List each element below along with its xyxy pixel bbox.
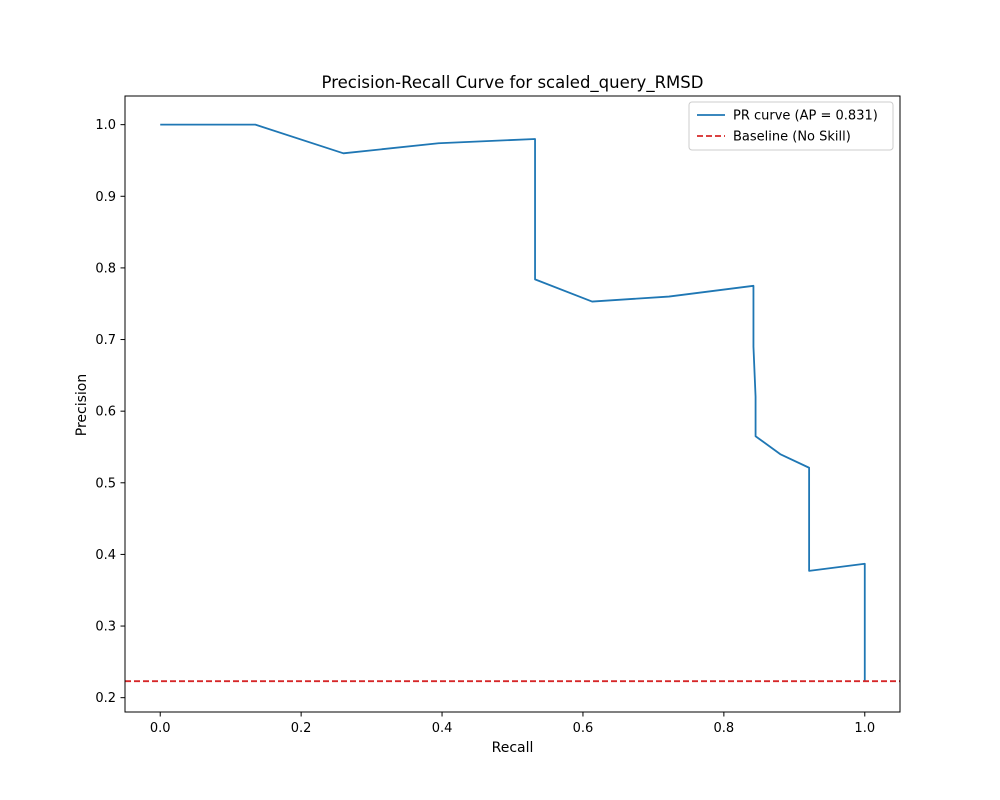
y-tick-label: 0.8 (95, 261, 116, 276)
y-axis: 0.2 0.3 0.4 0.5 0.6 0.7 0.8 0.9 1.0 (95, 118, 125, 706)
x-tick-label: 0.2 (291, 721, 312, 736)
legend-label-baseline: Baseline (No Skill) (733, 130, 851, 145)
x-tick-label: 0.8 (714, 721, 735, 736)
x-axis-label: Recall (492, 740, 534, 756)
legend-label-pr-curve: PR curve (AP = 0.831) (733, 109, 878, 124)
y-tick-label: 0.6 (95, 405, 116, 420)
plot-area (125, 123, 900, 683)
x-tick-label: 1.0 (854, 721, 875, 736)
chart-title: Precision-Recall Curve for scaled_query_… (322, 73, 704, 93)
pr-curve-line (160, 123, 866, 682)
legend: PR curve (AP = 0.831) Baseline (No Skill… (688, 101, 894, 151)
x-tick-label: 0.6 (573, 721, 594, 736)
y-tick-label: 0.3 (95, 620, 116, 635)
x-tick-label: 0.0 (150, 721, 171, 736)
y-tick-label: 0.5 (95, 476, 116, 491)
y-tick-label: 1.0 (95, 118, 116, 133)
x-axis: 0.0 0.2 0.4 0.6 0.8 1.0 (150, 712, 875, 736)
plot-frame (124, 95, 901, 713)
legend-box (688, 101, 894, 151)
y-axis-label: Precision (74, 374, 90, 436)
y-tick-label: 0.9 (95, 190, 116, 205)
y-tick-label: 0.4 (95, 548, 116, 563)
x-tick-label: 0.4 (432, 721, 453, 736)
y-tick-label: 0.2 (95, 691, 116, 706)
y-tick-label: 0.7 (95, 333, 116, 348)
